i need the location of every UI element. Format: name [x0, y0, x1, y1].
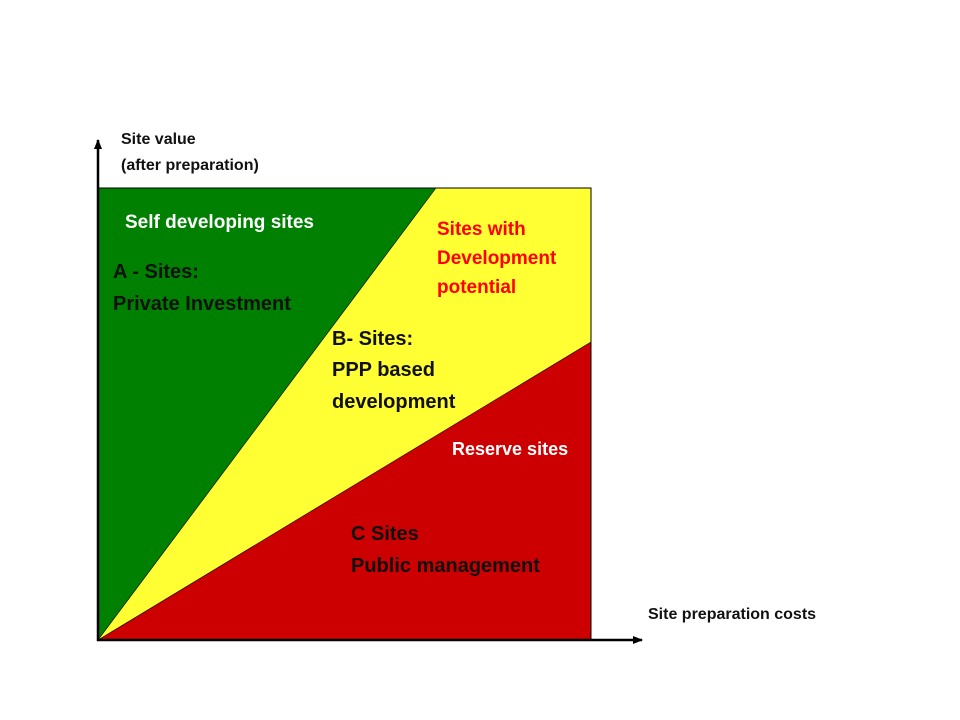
- yellow-title-1: Sites with: [437, 219, 526, 240]
- x-axis-label: Site preparation costs: [648, 606, 816, 623]
- y-axis-label-2: (after preparation): [121, 157, 259, 174]
- green-yellow-boundary: [97, 187, 437, 641]
- a-sites-line1: A - Sites:: [113, 261, 199, 283]
- b-sites-line3: development: [332, 391, 456, 413]
- red-title: Reserve sites: [452, 439, 568, 459]
- region-yellow: [98, 188, 591, 640]
- y-axis-label-1: Site value: [121, 131, 196, 148]
- green-title: Self developing sites: [125, 212, 314, 233]
- b-sites-line1: B- Sites:: [332, 328, 413, 350]
- yellow-title-3: potential: [437, 277, 516, 298]
- c-sites-line2: Public management: [351, 555, 540, 577]
- b-sites-line2: PPP based: [332, 359, 435, 381]
- yellow-red-boundary: [97, 341, 592, 641]
- yellow-title-2: Development: [437, 248, 557, 269]
- a-sites-line2: Private Investment: [113, 293, 291, 315]
- c-sites-line1: C Sites: [351, 523, 419, 545]
